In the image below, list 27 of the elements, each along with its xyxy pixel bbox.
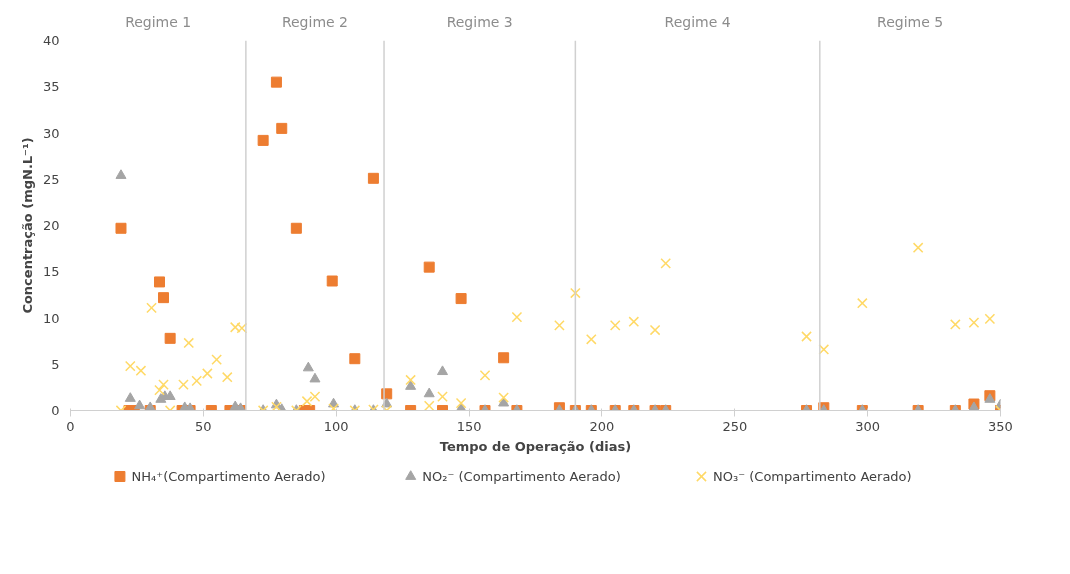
x-tick-label: 0	[66, 418, 75, 434]
x-tick-label: 300	[855, 418, 881, 434]
x-axis-title: Tempo de Operação (dias)	[439, 438, 632, 454]
y-tick-label: 40	[42, 33, 60, 48]
text: Regime 5	[877, 13, 944, 30]
text: Regime 3	[446, 13, 513, 30]
y-tick-label: 35	[42, 79, 60, 95]
y-axis-title: Concentração (mgN.L⁻¹)	[19, 137, 35, 314]
x-tick-label: 350	[988, 418, 1013, 434]
y-tick-label: 25	[42, 171, 60, 187]
y-tick-label: 5	[51, 356, 60, 372]
y-tick-label: 15	[42, 264, 60, 280]
x-tick-label: 50	[195, 418, 212, 434]
legend-label: NO₂⁻ (Compartimento Aerado)	[422, 469, 621, 484]
y-tick-label: 0	[51, 403, 60, 418]
y-tick-label: 20	[42, 218, 60, 233]
legend-label: NO₃⁻ (Compartimento Aerado)	[713, 469, 912, 484]
x-tick-label: 150	[456, 418, 482, 434]
x-tick-label: 250	[722, 418, 748, 434]
text: Regime 1	[125, 13, 192, 30]
x-tick-label: 200	[589, 418, 615, 434]
text: Regime 4	[664, 13, 731, 30]
y-tick-label: 10	[42, 310, 60, 326]
legend-label: NH₄⁺(Compartimento Aerado)	[131, 469, 326, 484]
x-tick-label: 100	[323, 418, 349, 434]
text: Regime 2	[281, 13, 349, 30]
y-tick-label: 30	[42, 125, 60, 141]
